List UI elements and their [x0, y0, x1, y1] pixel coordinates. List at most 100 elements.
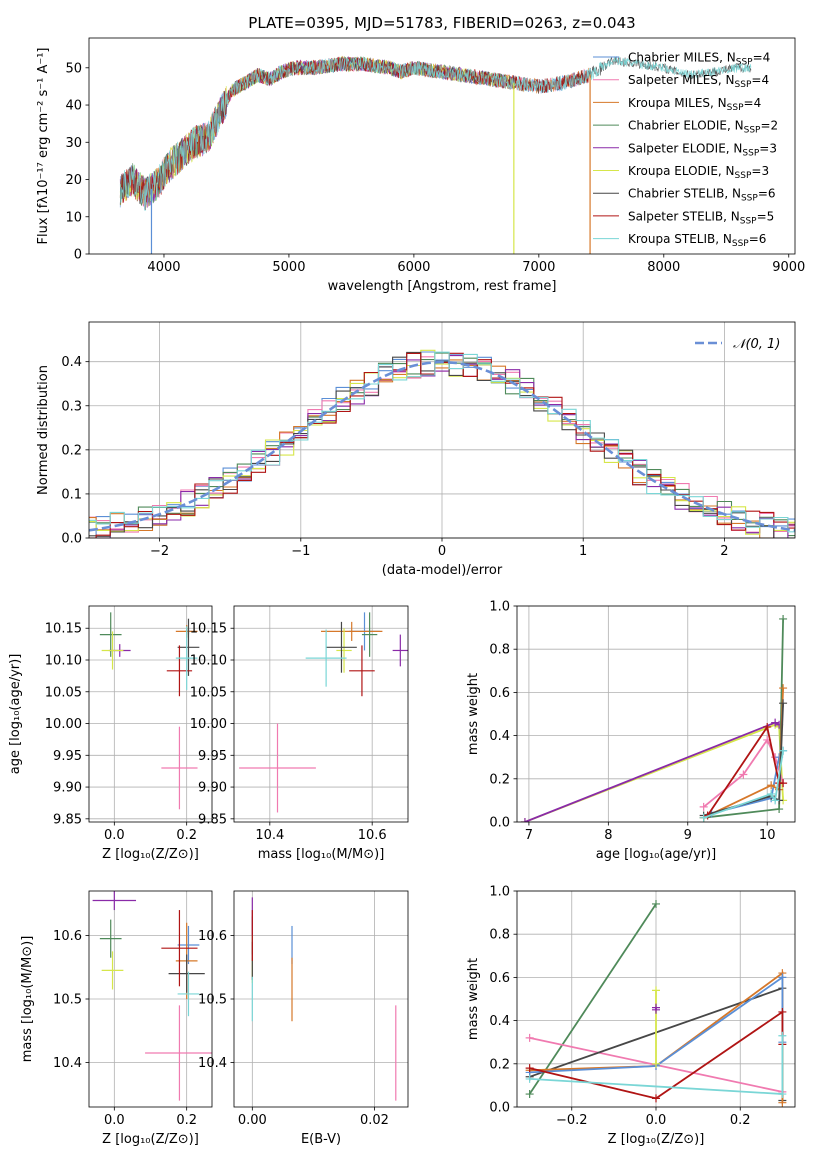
y-tick-label: 1.0: [489, 885, 510, 900]
x-axis-label: Z [log₁₀(Z/Z⊙)]: [102, 847, 199, 862]
y-tick-label: 0.4: [61, 355, 82, 370]
y-tick-label: 0: [74, 248, 82, 263]
axes: −2 −1 0 1 2 0.0 0.1 0.2 0.3 0.4 (data-model)/error…: [36, 321, 796, 578]
x-tick-label: −1: [291, 544, 310, 559]
spectrum-line: [119, 56, 752, 211]
x-tick-label: 10.4: [255, 828, 284, 843]
plot-area: [119, 55, 752, 254]
y-tick-label: 9.85: [53, 812, 82, 827]
figure-title: PLATE=0395, MJD=51783, FIBERID=0263, z=0…: [248, 14, 635, 32]
grid: [89, 891, 212, 1107]
legend-label: Kroupa ELODIE, NSSP=3: [628, 164, 769, 181]
weight-marker: [525, 1090, 534, 1099]
y-tick-label: 10.4: [198, 1056, 227, 1071]
axes-frame: [233, 605, 409, 823]
y-tick-label: 0.4: [489, 1014, 510, 1029]
y-axis-label: mass weight: [466, 958, 481, 1040]
weight-marker: [652, 899, 660, 908]
x-tick-label: 0.2: [176, 828, 197, 843]
axes: 0.00 0.02 10.4 10.5 10.6 E(B-V): [198, 890, 409, 1147]
weight-marker: [779, 746, 788, 755]
weight-marker: [699, 802, 708, 811]
weight-marker: [525, 1033, 534, 1042]
axes: −0.2 0.0 0.2 0.0 0.2 0.4 0.6 0.8 1.0 Z [log₁₀(Z/Z…: [466, 885, 796, 1147]
y-tick-label: 10.4: [53, 1056, 82, 1071]
y-tick-label: 50: [65, 61, 82, 76]
spectrum-line: [119, 55, 514, 206]
x-axis-label: E(B-V): [301, 1132, 341, 1147]
legend-label: Chabrier MILES, NSSP=4: [628, 51, 770, 68]
weight-marker: [779, 684, 788, 693]
y-tick-label: 0.6: [489, 971, 510, 986]
y-tick-label: 0.0: [489, 1101, 510, 1116]
plot-area: [239, 612, 408, 813]
y-tick-label: 10.5: [198, 993, 227, 1008]
axes-frame: [88, 890, 213, 1108]
x-axis-label: age [log₁₀(age/yr)]: [596, 847, 717, 862]
spectrum-line: [119, 56, 589, 207]
x-tick-label: 2: [720, 544, 728, 559]
axes: 4000 5000 6000 7000 8000 9000 0 10 20 30 40 50 wavel…: [36, 37, 805, 294]
legend-label: Salpeter MILES, NSSP=4: [628, 73, 769, 90]
weight-marker: [525, 1074, 534, 1083]
y-tick-label: 1.0: [489, 600, 510, 615]
legend-label: Salpeter STELIB, NSSP=5: [628, 209, 774, 226]
grid: [89, 606, 212, 822]
x-axis-label: (data-model)/error: [382, 563, 503, 578]
plot-area: [92, 891, 212, 1101]
plot-area: [99, 612, 200, 810]
plot-area: [89, 349, 795, 538]
axes: 7 8 9 10 0.0 0.2 0.4 0.6 0.8 1.0 age [log₁₀(age/yr…: [466, 600, 796, 862]
x-tick-label: 0.0: [646, 1113, 667, 1128]
x-tick-label: 8000: [647, 260, 680, 275]
axes: 0.0 0.2 9.85 9.90 9.95 10.00 10.05 10.10 10.15 Z …: [8, 605, 213, 862]
axes-frame: [88, 321, 796, 539]
y-tick-label: 10.6: [198, 929, 227, 944]
weight-marker: [763, 722, 772, 731]
y-tick-label: 10.10: [190, 654, 227, 669]
weight-marker: [775, 805, 784, 814]
legend-label: Chabrier ELODIE, NSSP=2: [628, 119, 778, 136]
weight-line: [528, 903, 657, 1095]
y-tick-label: 10.15: [45, 622, 82, 637]
y-tick-label: 0.6: [489, 686, 510, 701]
x-tick-label: 0.00: [238, 1113, 267, 1128]
weight-marker: [771, 796, 780, 805]
x-tick-label: −0.2: [556, 1113, 588, 1128]
x-tick-label: 7000: [522, 260, 555, 275]
y-tick-label: 10.00: [190, 717, 227, 732]
weight-marker: [778, 973, 787, 982]
y-axis-label: age [log₁₀(age/yr)]: [8, 654, 23, 775]
y-tick-label: 0.2: [61, 443, 82, 458]
x-tick-label: 9: [684, 828, 692, 843]
y-tick-label: 10.6: [53, 929, 82, 944]
y-tick-label: 9.95: [198, 749, 227, 764]
x-axis-label: mass [log₁₀(M/M⊙)]: [258, 847, 385, 862]
weight-marker: [767, 789, 776, 798]
y-tick-label: 0.8: [489, 643, 510, 658]
weight-marker: [699, 813, 708, 822]
residual-legend: 𝒩(0, 1): [695, 337, 780, 352]
grid: [517, 605, 795, 823]
y-tick-label: 0.4: [489, 729, 510, 744]
weight-marker: [779, 779, 788, 788]
axes: 0.0 0.2 10.4 10.5 10.6 Z [log₁₀(Z/Z⊙)] mass [l…: [20, 890, 213, 1147]
panels: 4000 5000 6000 7000 8000 900001020304050wavel…: [8, 37, 805, 1147]
y-tick-label: 10.5: [53, 993, 82, 1008]
weight-marker: [520, 818, 529, 822]
weight-marker: [739, 770, 748, 779]
weight-line: [703, 750, 784, 819]
panel-spectrum: 4000 5000 6000 7000 8000 9000 0 10 20 30 40 50 wavel…: [36, 37, 805, 294]
grid: [234, 891, 408, 1107]
x-tick-label: 4000: [147, 260, 180, 275]
x-tick-label: −2: [150, 544, 169, 559]
axes-frame: [88, 605, 213, 823]
panel-mass-vs-ebv: 0.00 0.02 10.4 10.5 10.6 E(B-V): [198, 890, 409, 1147]
plot-area: [525, 899, 787, 1107]
y-tick-label: 0.2: [489, 772, 510, 787]
x-tick-label: 0.2: [730, 1113, 751, 1128]
spectrum-legend: Chabrier MILES, NSSP=4 Salpeter MILES, NS…: [593, 51, 778, 249]
y-tick-label: 9.90: [53, 781, 82, 796]
axes-frame: [88, 37, 796, 255]
panel-age-vs-mass: 10.4 10.6 9.85 9.90 9.95 10.00 10.05 10.10 10.15…: [190, 605, 409, 862]
